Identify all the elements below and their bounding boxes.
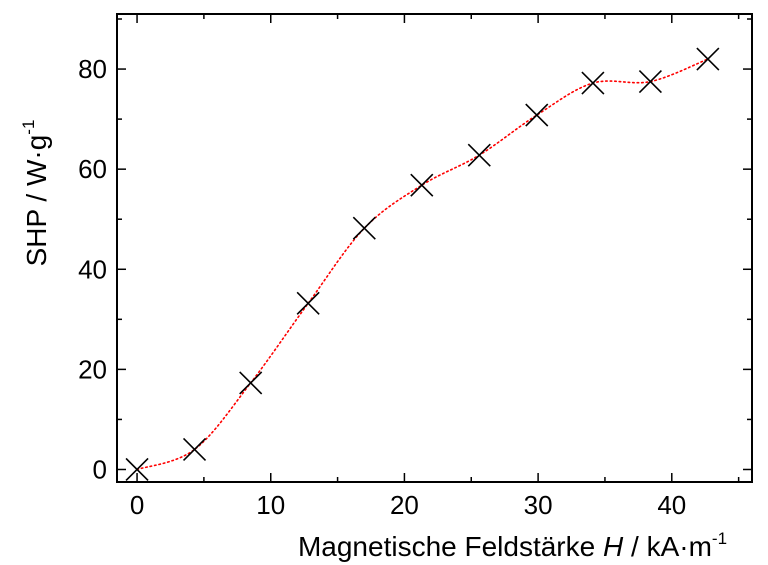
data-point-marker: [525, 103, 549, 127]
y-tick-label: 60: [78, 154, 107, 184]
y-tick-label: 40: [78, 254, 107, 284]
data-point-marker: [182, 437, 207, 462]
data-point-marker: [239, 371, 263, 395]
y-axis-label-sup: -1: [19, 120, 38, 135]
data-point-marker: [352, 216, 376, 240]
x-axis-label-symbol: H: [603, 531, 624, 562]
x-axis-label-sup: -1: [712, 529, 727, 548]
plot-frame: [116, 13, 753, 483]
x-tick-label: 10: [256, 490, 285, 520]
curve-layer: [136, 58, 709, 471]
x-tick-label: 20: [390, 490, 419, 520]
data-point-marker: [125, 457, 149, 482]
ticks-layer: 0 10 20 30 40 0 20 40 60 80: [78, 14, 752, 520]
x-axis-label-text: Magnetische Feldstärke: [298, 531, 603, 562]
data-point-marker: [410, 173, 434, 197]
x-tick-label: 0: [130, 490, 144, 520]
x-axis-label: Magnetische Feldstärke H / kA·m-1: [298, 529, 727, 562]
markers-layer: [125, 47, 720, 482]
y-tick-label: 20: [78, 354, 107, 384]
y-axis-label-text: SHP / W·g: [21, 135, 52, 267]
x-tick-label: 40: [657, 490, 686, 520]
data-point-marker: [696, 47, 720, 71]
fit-curve: [136, 58, 709, 471]
data-point-marker: [581, 71, 605, 95]
x-tick-label: 30: [524, 490, 553, 520]
data-point-marker: [638, 70, 662, 94]
data-point-marker: [467, 143, 491, 167]
y-axis-label: SHP / W·g-1: [19, 120, 52, 267]
y-tick-label: 0: [93, 454, 107, 484]
x-axis-label-unit: / kA·m: [623, 531, 712, 562]
data-point-marker: [296, 291, 320, 315]
y-tick-label: 80: [78, 54, 107, 84]
